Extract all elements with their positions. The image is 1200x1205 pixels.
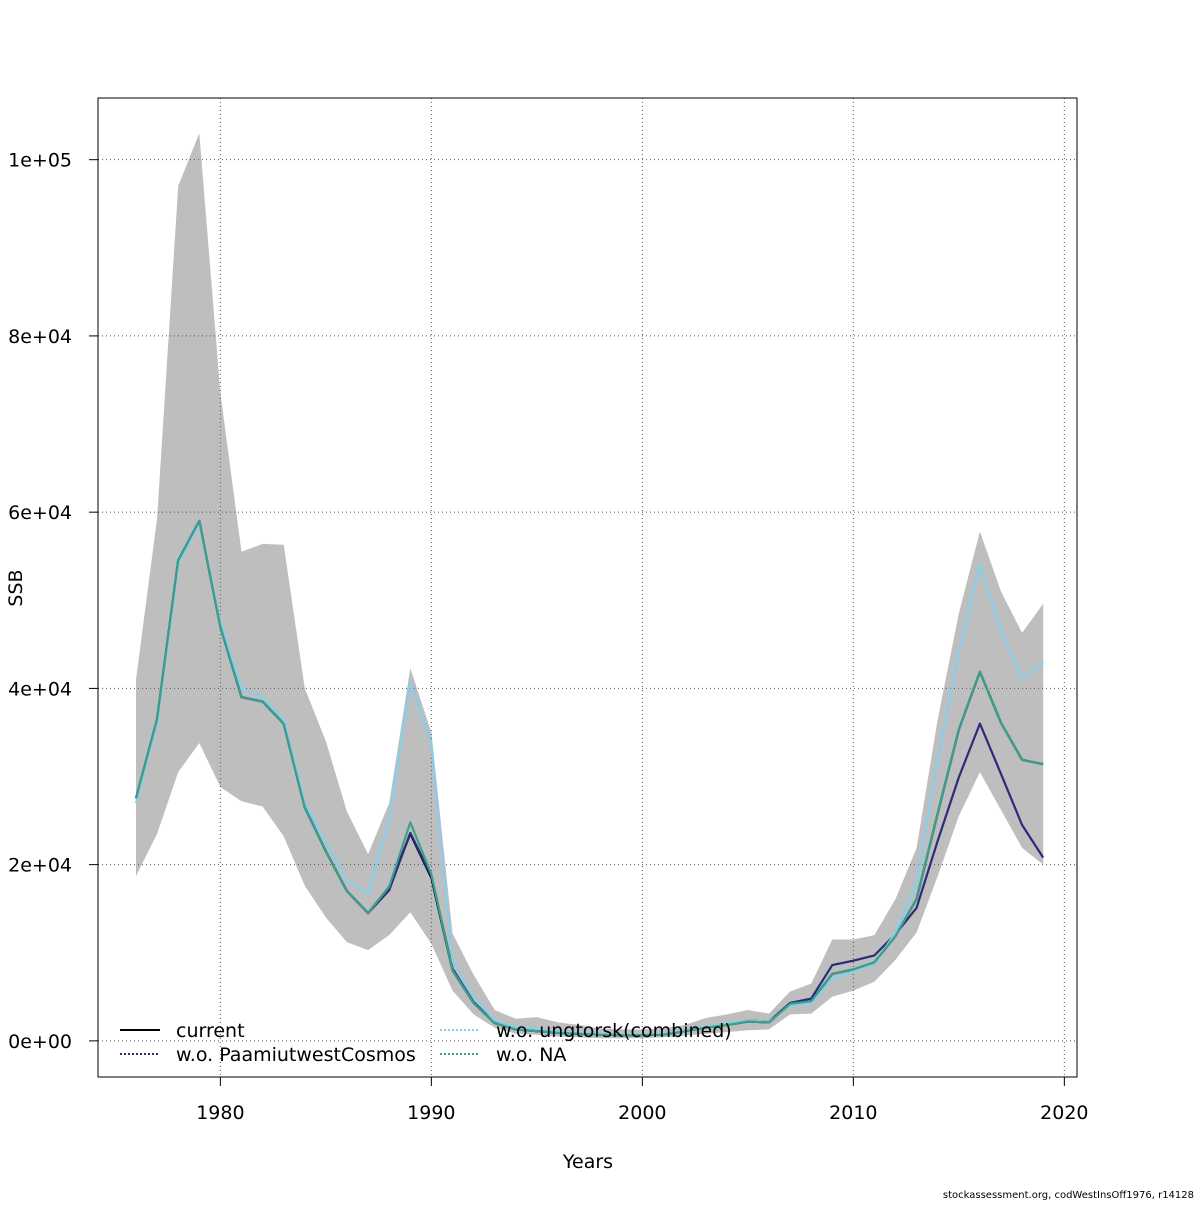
x-axis-title: Years [562, 1151, 613, 1173]
x-tick-label: 2010 [829, 1102, 877, 1124]
series-line-3 [134, 519, 1044, 1037]
legend-label: current [176, 1020, 245, 1042]
legend-label: w.o. NA [496, 1044, 566, 1066]
y-axis-title: SSB [5, 569, 27, 606]
y-tick-label: 8e+04 [8, 326, 72, 348]
x-tick-label: 2020 [1040, 1102, 1088, 1124]
x-tick-label: 1990 [407, 1102, 455, 1124]
plot-frame [97, 97, 1078, 1078]
series-layer [134, 519, 1045, 1037]
legend-label: w.o. ungtorsk(combined) [496, 1020, 732, 1042]
credit-text: stockassessment.org, codWestInsOff1976, … [943, 1190, 1194, 1200]
y-tick-label: 2e+04 [8, 855, 72, 877]
y-tick-label: 6e+04 [8, 502, 72, 524]
x-tick-label: 2000 [618, 1102, 666, 1124]
axis-layer: 1980 1990 2000 2010 2020 0e+00 2e+04 4e+04 6e+04… [8, 150, 1088, 1124]
legend-label: w.o. PaamiutwestCosmos [176, 1044, 416, 1066]
y-tick-label: 0e+00 [8, 1031, 72, 1053]
y-tick-label: 4e+04 [8, 678, 72, 700]
x-tick-label: 1980 [196, 1102, 244, 1124]
y-tick-label: 1e+05 [8, 150, 72, 172]
